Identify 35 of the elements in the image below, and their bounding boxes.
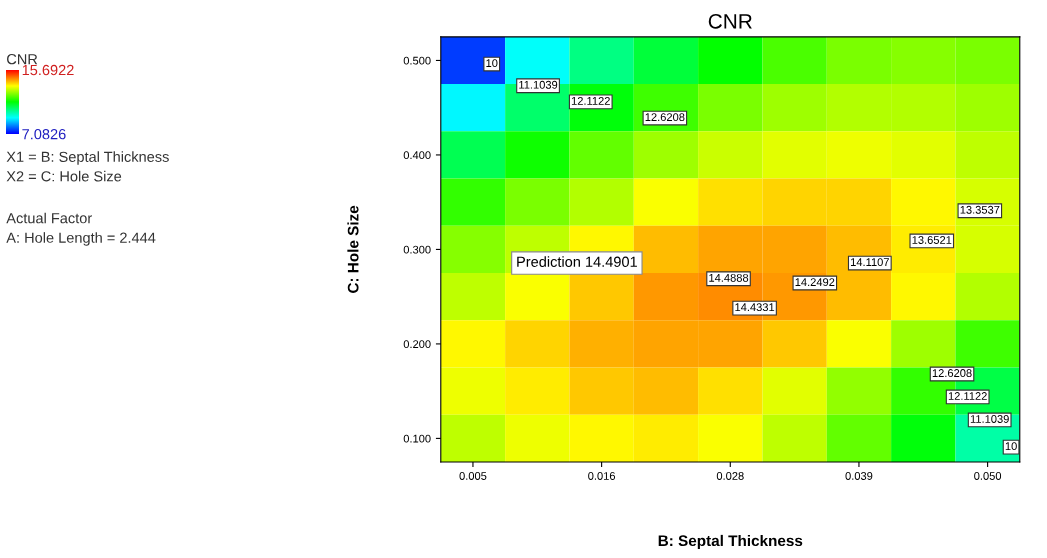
annotation: 14.2492 xyxy=(795,278,835,286)
color-bar-label: 7.0826 xyxy=(22,129,66,140)
annotation: 10 xyxy=(486,59,498,68)
x-tick-label: 0.050 xyxy=(974,472,1002,480)
y-tick-label: 0.500 xyxy=(403,56,431,65)
x-tick-label: 0.016 xyxy=(588,472,616,480)
annotation: 11.1039 xyxy=(970,415,1009,423)
annotation: 12.1122 xyxy=(571,97,610,105)
annotation: 10 xyxy=(1005,442,1017,451)
y-tick-label: 0.200 xyxy=(403,340,431,349)
annotation: 14.4331 xyxy=(735,303,775,312)
y-tick-label: 0.300 xyxy=(403,245,431,254)
y-tick-label: 0.400 xyxy=(403,151,431,160)
x-tick-label: 0.039 xyxy=(845,472,873,480)
y-tick-label: 0.100 xyxy=(403,434,431,443)
x-tick-label: 0.028 xyxy=(716,472,744,480)
annotation: 12.6208 xyxy=(645,113,685,122)
annotation: 13.6521 xyxy=(912,236,952,244)
text: Actual Factor xyxy=(6,212,92,224)
color-bar-label: 15.6922 xyxy=(22,64,74,76)
annotation: 13.3537 xyxy=(960,205,1000,214)
annotation: 12.6208 xyxy=(932,369,972,377)
x-axis-title: B: Septal Thickness xyxy=(658,534,803,550)
text: X2 = C: Hole Size xyxy=(6,170,122,182)
text: A: Hole Length = 2.444 xyxy=(6,232,156,246)
color-bar-title: CNR xyxy=(7,53,38,65)
annotation: 14.4888 xyxy=(709,273,749,282)
annotation: 14.1107 xyxy=(851,258,889,267)
y-axis-title: C: Hole Size xyxy=(347,205,359,293)
text: X1 = B: Septal Thickness xyxy=(6,151,169,165)
annotation: 12.1122 xyxy=(948,392,987,400)
chart-title: CNR xyxy=(708,13,752,29)
x-tick-label: 0.005 xyxy=(459,472,487,480)
annotation: 11.1039 xyxy=(519,80,558,89)
annotation: Prediction 14.4901 xyxy=(517,256,637,267)
